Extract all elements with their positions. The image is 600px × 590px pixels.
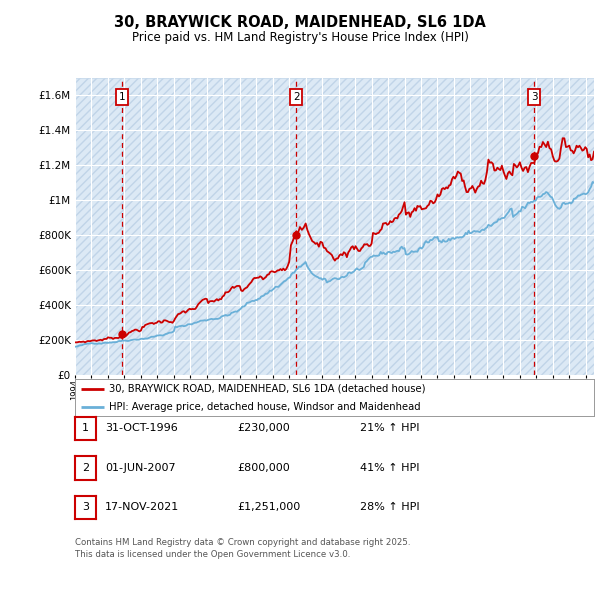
Text: 2: 2 (293, 92, 299, 102)
Text: 1: 1 (118, 92, 125, 102)
Text: 30, BRAYWICK ROAD, MAIDENHEAD, SL6 1DA: 30, BRAYWICK ROAD, MAIDENHEAD, SL6 1DA (114, 15, 486, 30)
Text: 21% ↑ HPI: 21% ↑ HPI (360, 424, 419, 433)
Text: 3: 3 (82, 503, 89, 512)
Text: 1: 1 (82, 424, 89, 433)
Text: 01-JUN-2007: 01-JUN-2007 (105, 463, 176, 473)
Text: This data is licensed under the Open Government Licence v3.0.: This data is licensed under the Open Gov… (75, 550, 350, 559)
Text: £230,000: £230,000 (237, 424, 290, 433)
Text: 41% ↑ HPI: 41% ↑ HPI (360, 463, 419, 473)
Text: 3: 3 (531, 92, 538, 102)
Text: 17-NOV-2021: 17-NOV-2021 (105, 503, 179, 512)
Text: 30, BRAYWICK ROAD, MAIDENHEAD, SL6 1DA (detached house): 30, BRAYWICK ROAD, MAIDENHEAD, SL6 1DA (… (109, 384, 425, 394)
Text: £1,251,000: £1,251,000 (237, 503, 300, 512)
Text: 28% ↑ HPI: 28% ↑ HPI (360, 503, 419, 512)
Text: HPI: Average price, detached house, Windsor and Maidenhead: HPI: Average price, detached house, Wind… (109, 402, 421, 412)
Text: 2: 2 (82, 463, 89, 473)
Text: £800,000: £800,000 (237, 463, 290, 473)
Text: 31-OCT-1996: 31-OCT-1996 (105, 424, 178, 433)
Text: Contains HM Land Registry data © Crown copyright and database right 2025.: Contains HM Land Registry data © Crown c… (75, 538, 410, 547)
Text: Price paid vs. HM Land Registry's House Price Index (HPI): Price paid vs. HM Land Registry's House … (131, 31, 469, 44)
